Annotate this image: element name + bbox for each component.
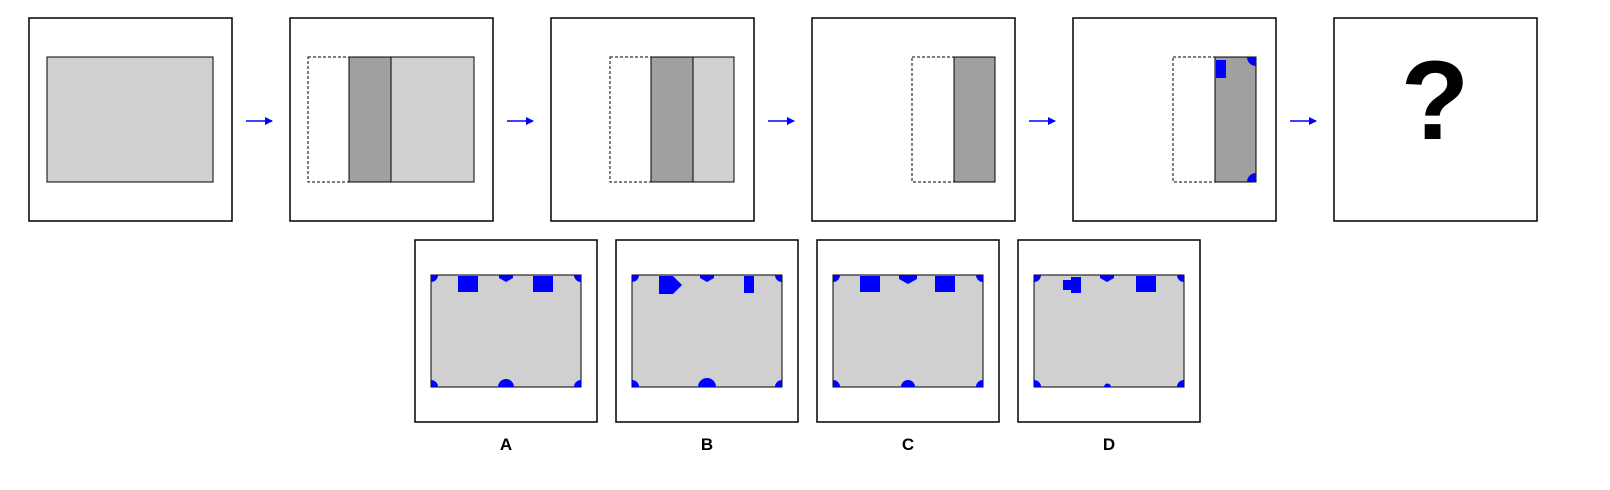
question-mark: ? [1400,38,1470,163]
sequence-frame-5 [1072,17,1277,222]
option-c-label[interactable]: C [901,435,915,454]
blue-square-icon [1216,60,1226,78]
blue-quarter-circle-icon [1247,173,1256,182]
sequence-frame-4 [811,17,1016,222]
option-b-label[interactable]: B [700,435,714,454]
option-c-card[interactable] [816,239,1000,423]
option-a-card[interactable] [414,239,598,423]
sequence-frame-1 [28,17,233,222]
option-d-label[interactable]: D [1102,435,1116,454]
blue-quarter-circle-icon [1247,57,1256,66]
sequence-frame-6 [1333,17,1538,222]
sequence-frame-2 [289,17,494,222]
sequence-frame-3 [550,17,755,222]
option-a-label[interactable]: A [499,435,513,454]
option-d-card[interactable] [1017,239,1201,423]
option-b-card[interactable] [615,239,799,423]
